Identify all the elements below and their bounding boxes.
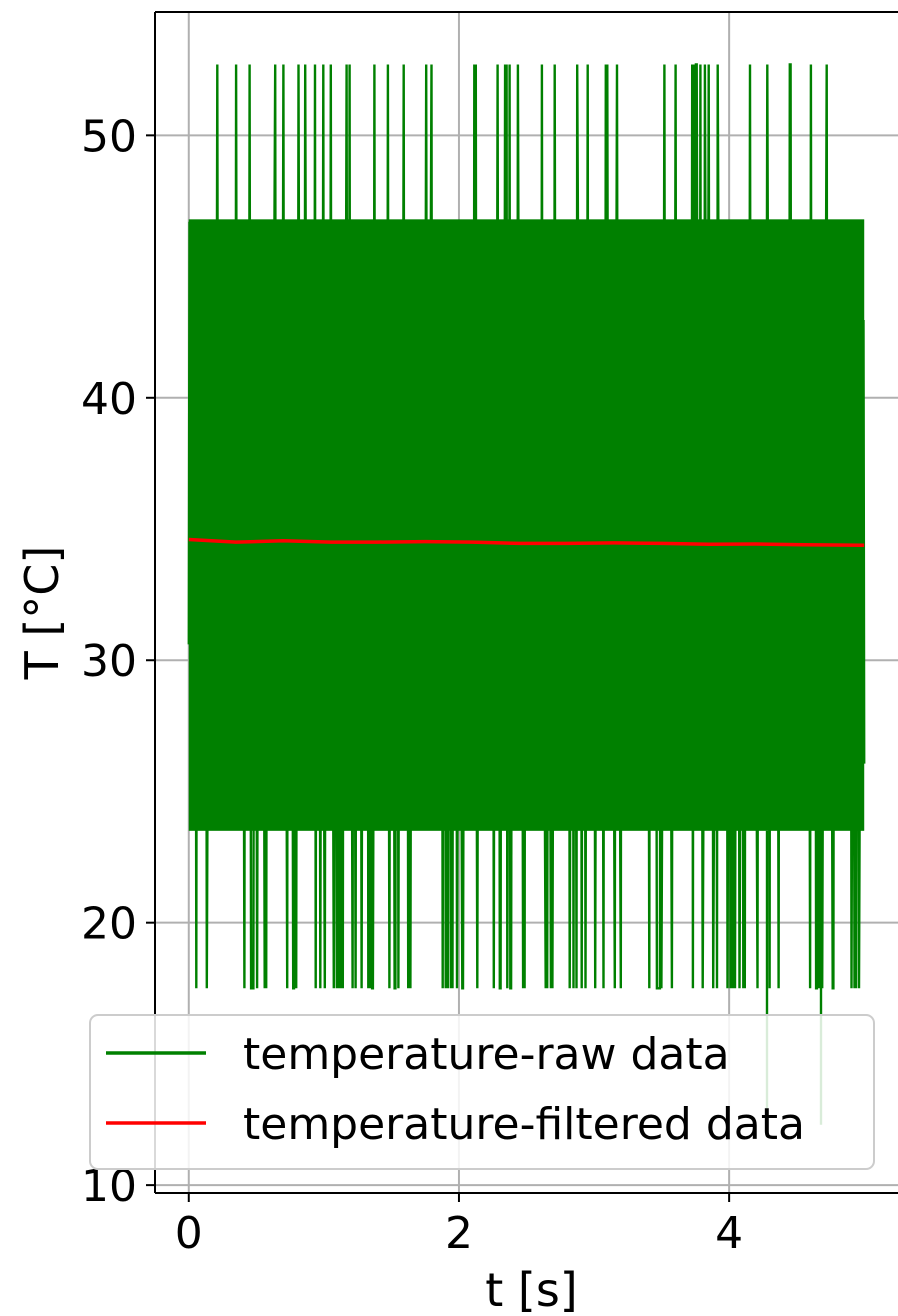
y-tick-label: 30 — [81, 636, 137, 687]
x-tick-label: 4 — [715, 1208, 743, 1259]
legend: temperature-raw data temperature-filtere… — [89, 1014, 875, 1170]
x-tick-label: 0 — [175, 1208, 203, 1259]
legend-label-raw: temperature-raw data — [243, 1029, 730, 1080]
y-tick-label: 40 — [81, 374, 137, 425]
legend-box — [89, 1014, 875, 1170]
y-tick-label: 50 — [81, 111, 137, 162]
x-tick-label: 2 — [445, 1208, 473, 1259]
y-tick-label: 20 — [81, 899, 137, 950]
series-filtered-line — [188, 537, 865, 548]
plot-area — [187, 63, 866, 1125]
x-axis-label: t [s] — [485, 1263, 578, 1316]
y-axis-label: T [°C] — [15, 546, 69, 681]
legend-label-filtered: temperature-filtered data — [243, 1099, 805, 1150]
